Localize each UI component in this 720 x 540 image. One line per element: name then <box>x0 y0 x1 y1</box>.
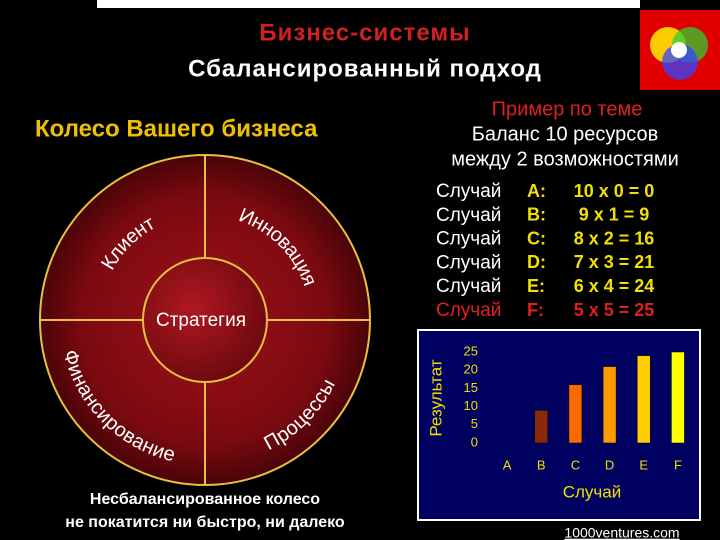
title: Бизнес-системы <box>259 19 470 46</box>
case-label: Случай <box>436 276 501 297</box>
example-line: между 2 возможностями <box>451 148 679 170</box>
wheel-title: Колесо Вашего бизнеса <box>35 115 318 142</box>
case-formula: 9 x 1 = 9 <box>579 205 650 225</box>
cases: Случай A: 10 x 0 = 0 Случай B: 9 x 1 = 9 Случа… <box>436 181 654 321</box>
y-tick-label: 25 <box>464 343 478 358</box>
y-tick-label: 15 <box>464 380 478 395</box>
case-letter: B: <box>527 205 546 225</box>
x-tick-label: C <box>571 457 580 472</box>
caption: не покатится ни быстро, ни далеко <box>65 514 345 531</box>
subtitle: Сбалансированный подход <box>188 55 542 82</box>
chart-panel <box>417 329 701 521</box>
x-tick-label: E <box>639 457 648 472</box>
case-letter: E: <box>527 276 545 296</box>
case-letter: A: <box>527 181 546 201</box>
case-formula: 7 x 3 = 21 <box>574 252 655 272</box>
case-label: Случай <box>436 181 501 202</box>
case-letter: D: <box>527 252 546 272</box>
case-formula: 6 x 4 = 24 <box>574 276 655 296</box>
y-tick-label: 5 <box>471 416 478 431</box>
chart: 0 5 10 15 20 25 Результат Случай A B C D E F <box>426 343 685 501</box>
bar <box>637 355 651 444</box>
case-formula: 10 x 0 = 0 <box>574 181 655 201</box>
case-label: Случай <box>436 205 501 226</box>
case-letter: C: <box>527 228 546 248</box>
y-tick-label: 10 <box>464 398 478 413</box>
case-letter: F: <box>527 300 544 320</box>
x-axis-label: Случай <box>563 482 622 501</box>
bar <box>534 409 548 444</box>
x-tick-label: B <box>537 457 546 472</box>
y-tick-label: 20 <box>464 362 478 377</box>
y-tick-label: 0 <box>471 434 478 449</box>
footer: 1000ventures.com <box>564 525 679 540</box>
case-label: Случай <box>436 300 501 321</box>
logo <box>640 10 720 90</box>
example-line: Баланс 10 ресурсов <box>472 123 659 145</box>
wheel-center: Стратегия <box>156 310 246 331</box>
top-strip <box>97 0 640 8</box>
case-formula: 8 x 2 = 16 <box>574 228 655 248</box>
bar <box>671 351 685 444</box>
caption: Несбалансированное колесо <box>90 491 320 508</box>
bar <box>568 384 583 444</box>
example-title: Пример по теме <box>492 98 643 120</box>
case-formula: 5 x 5 = 25 <box>574 300 655 320</box>
case-label: Случай <box>436 229 501 250</box>
x-tick-label: F <box>674 457 682 472</box>
wheel <box>39 154 371 486</box>
case-label: Случай <box>436 252 501 273</box>
x-tick-label: D <box>605 457 614 472</box>
x-tick-label: A <box>503 457 512 472</box>
bar <box>602 366 617 444</box>
y-axis-label: Результат <box>426 359 445 437</box>
